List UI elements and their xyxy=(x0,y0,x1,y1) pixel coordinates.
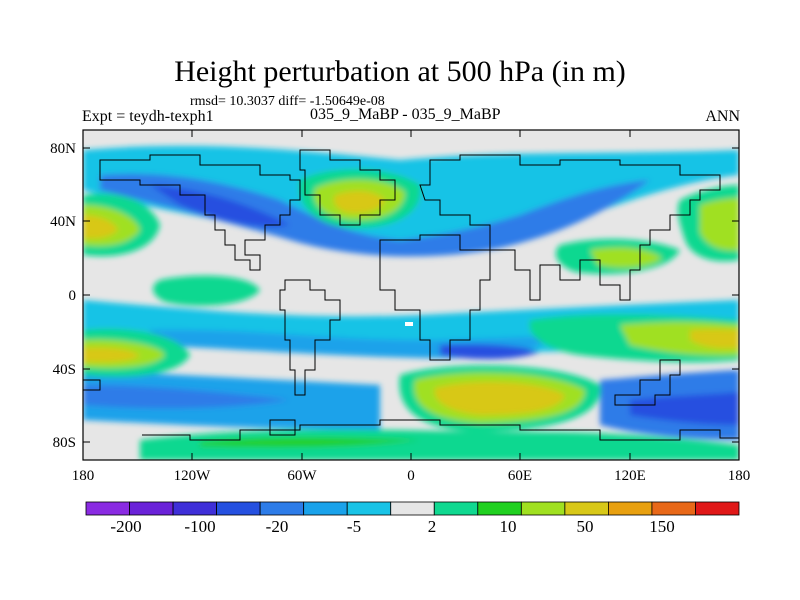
colorbar-swatch xyxy=(564,501,609,516)
lat-tick-80n: 80N xyxy=(50,141,76,157)
lat-tick-80s: 80S xyxy=(53,435,76,451)
island-marker xyxy=(405,322,413,326)
coastline-outlines xyxy=(83,149,739,441)
colorbar-swatch xyxy=(172,501,218,516)
contour-field xyxy=(83,130,739,460)
colorbar-swatch xyxy=(259,501,305,516)
season-label: ANN xyxy=(705,108,740,125)
lon-tick-60w: 60W xyxy=(287,468,317,484)
colorbar-swatch xyxy=(520,501,566,516)
colorbar-swatch xyxy=(85,501,130,516)
period-label: 035_9_MaBP - 035_9_MaBP xyxy=(310,106,501,123)
colorbar-swatch xyxy=(303,501,348,516)
lon-tick-180w: 180 xyxy=(72,468,95,484)
lat-axis: 80N 40N 0 40S 80S xyxy=(50,141,739,451)
map-title: Height perturbation at 500 hPa (in m) xyxy=(174,55,626,88)
colorbar xyxy=(85,501,740,516)
colorbar-swatch xyxy=(433,501,479,516)
lat-tick-40s: 40S xyxy=(53,362,76,378)
colorbar-swatch xyxy=(651,501,696,516)
lat-tick-40n: 40N xyxy=(50,214,76,230)
experiment-label: Expt = teydh-texph1 xyxy=(82,108,214,125)
colorbar-label: -5 xyxy=(347,517,361,536)
lon-tick-120w: 120W xyxy=(174,468,212,484)
colorbar-swatch xyxy=(216,501,261,516)
colorbar-label: 10 xyxy=(500,517,517,536)
lon-tick-0: 0 xyxy=(407,468,415,484)
colorbar-label: -200 xyxy=(110,517,141,536)
lon-tick-180e: 180 xyxy=(728,468,751,484)
colorbar-label: 50 xyxy=(577,517,594,536)
colorbar-swatch xyxy=(346,501,392,516)
colorbar-label: 2 xyxy=(428,517,437,536)
lat-tick-0: 0 xyxy=(69,288,77,304)
stats-line: rmsd= 10.3037 diff= -1.50649e-08 xyxy=(190,94,385,109)
colorbar-swatch xyxy=(695,501,740,516)
lon-axis: 180 120W 60W 0 60E 120E 180 xyxy=(72,130,751,484)
lon-tick-60e: 60E xyxy=(508,468,532,484)
colorbar-label: -20 xyxy=(266,517,289,536)
lon-tick-120e: 120E xyxy=(614,468,646,484)
colorbar-labels: -200 -100 -20 -5 2 10 50 150 xyxy=(110,517,674,536)
colorbar-label: -100 xyxy=(184,517,215,536)
colorbar-swatch xyxy=(390,501,435,516)
colorbar-swatch xyxy=(129,501,174,516)
colorbar-label: 150 xyxy=(649,517,675,536)
colorbar-swatch xyxy=(477,501,522,516)
colorbar-swatch xyxy=(608,501,653,516)
